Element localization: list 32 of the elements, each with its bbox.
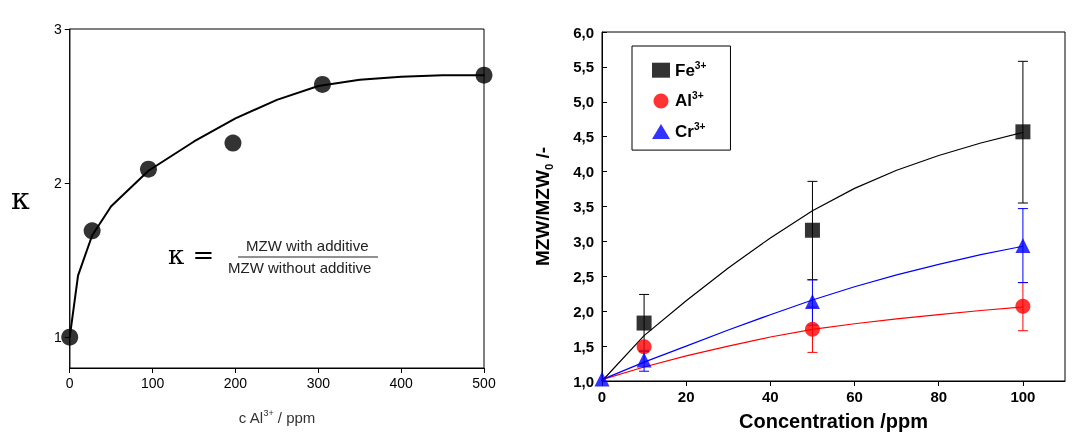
y-tick-label: 1	[53, 329, 62, 346]
y-tick-label: 5,5	[573, 58, 594, 76]
y-tick-label: 5,0	[573, 93, 594, 111]
y-tick-label: 2	[53, 175, 62, 192]
y-tick-label: 3,5	[573, 198, 594, 215]
x-tick-label: 500	[472, 375, 496, 391]
annotation: κ =	[168, 240, 215, 270]
x-tick-label: 400	[389, 375, 414, 391]
y-tick-label: 3,0	[573, 232, 594, 250]
x-tick-label: 100	[1010, 388, 1036, 405]
x-tick-label: 0	[597, 388, 607, 405]
y-tick-label: 4,0	[573, 163, 594, 181]
x-tick-label: 0	[65, 375, 74, 391]
y-axis-title: MZW/MZW0 /-	[532, 146, 555, 267]
x-tick-label: 60	[846, 388, 863, 405]
x-tick-label: 200	[223, 375, 248, 391]
x-tick-label: 40	[762, 388, 779, 405]
x-tick-label: 80	[930, 388, 948, 405]
annotation: MZW with additive	[246, 237, 369, 254]
x-tick-label: 20	[677, 388, 695, 405]
y-tick-label: 6,0	[573, 23, 594, 41]
annotation: MZW without additive	[228, 259, 372, 276]
y-tick-label: 4,5	[573, 128, 594, 146]
x-tick-label: 300	[306, 375, 331, 391]
y-tick-label: 3	[53, 21, 62, 37]
x-axis-title: Concentration /ppm	[739, 410, 928, 432]
y-tick-label: 1,5	[573, 337, 594, 355]
x-tick-label: 100	[140, 375, 165, 391]
y-axis-title: κ	[11, 181, 30, 216]
y-tick-label: 2,5	[573, 267, 594, 285]
y-tick-label: 2,0	[573, 302, 594, 320]
y-tick-label: 1,0	[573, 372, 594, 390]
